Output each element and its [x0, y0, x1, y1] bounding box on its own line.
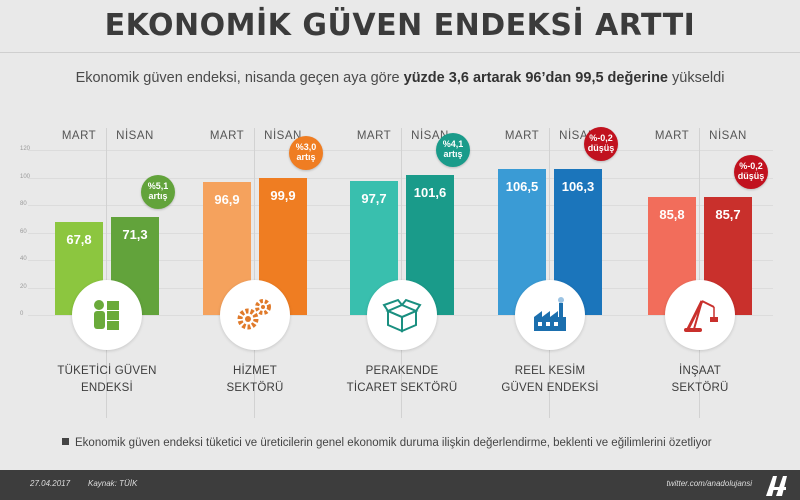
decrease-badge: %-0,2 düşüş — [734, 155, 768, 190]
sector-label-line: PERAKENDE — [365, 365, 439, 377]
sector-label-line: GÜVEN ENDEKSİ — [501, 382, 599, 394]
badge-text: artış — [148, 190, 168, 201]
month-header-nisan: NİSAN — [264, 130, 302, 142]
subtitle-bold: yüzde 3,6 artarak 96’dan 99,5 değerine — [403, 70, 668, 86]
agency-logo-icon — [766, 476, 787, 496]
badge-text: %3,0 — [295, 141, 317, 152]
sector-label-line: SEKTÖRÜ — [226, 382, 284, 394]
sector-label-line: SEKTÖRÜ — [671, 382, 729, 394]
month-header-mart: MART — [504, 130, 540, 142]
sector-label-line: TİCARET SEKTÖRÜ — [346, 382, 458, 394]
bar-value-label: 106,5 — [505, 178, 539, 194]
subtitle: Ekonomik güven endeksi, nisanda geçen ay… — [0, 70, 800, 86]
sector-label: İNŞAAT SEKTÖRÜ — [625, 363, 775, 397]
sector-label-line: HİZMET — [233, 365, 277, 377]
gridline — [28, 260, 773, 261]
footer-source: Kaynak: TÜİK — [88, 479, 138, 488]
y-tick-label: 60 — [20, 228, 27, 235]
badge-text: %4,1 — [442, 139, 464, 150]
month-separator — [401, 128, 402, 418]
badge-text: %-0,2 — [739, 161, 763, 172]
badge-text: düşüş — [737, 171, 765, 182]
bar-value-label: 101,6 — [413, 185, 447, 201]
month-header-mart: MART — [356, 130, 392, 142]
month-header-nisan: NİSAN — [116, 130, 154, 142]
crane-icon — [684, 300, 718, 332]
bar-value-label: 71,3 — [122, 226, 148, 242]
footer-bar: 27.04.2017 Kaynak: TÜİK twitter.com/anad… — [0, 470, 800, 500]
month-header-nisan: NİSAN — [709, 130, 747, 142]
factory-icon — [534, 297, 566, 331]
sector-label-line: REEL KESİM — [514, 365, 586, 377]
sector-icon-badge — [665, 280, 735, 350]
footnote: Ekonomik güven endeksi tüketici ve üreti… — [62, 437, 712, 449]
gridline — [28, 232, 773, 234]
month-header-mart: MART — [61, 130, 97, 142]
y-tick-label: 80 — [20, 201, 27, 207]
page-title: EKONOMİK GÜVEN ENDEKSİ ARTTI — [104, 8, 696, 43]
decrease-badge: %-0,2 düşüş — [584, 126, 618, 161]
y-tick-label: 40 — [20, 256, 27, 262]
title-divider — [0, 52, 800, 53]
footnote-text: Ekonomik güven endeksi tüketici ve üreti… — [75, 437, 712, 449]
badge-text: düşüş — [587, 142, 615, 153]
sector-label-line: TÜKETİCİ GÜVEN — [57, 365, 157, 377]
bullet-square — [62, 438, 69, 445]
sector-label-line: İNŞAAT — [679, 365, 721, 377]
y-tick-label: 20 — [20, 283, 27, 290]
subtitle-pre: Ekonomik güven endeksi, nisanda geçen ay… — [75, 70, 404, 86]
gears-icon — [237, 299, 271, 330]
month-separator — [254, 128, 255, 418]
badge-text: %5,1 — [147, 180, 169, 191]
bar-value-label: 106,3 — [561, 178, 595, 194]
increase-badge: %5,1 artış — [141, 174, 175, 209]
sector-icon-badge — [515, 280, 585, 350]
subtitle-post: yükseldi — [668, 70, 725, 86]
sector-label: PERAKENDE TİCARET SEKTÖRÜ — [327, 363, 477, 397]
y-tick-label: 0 — [20, 311, 24, 317]
gridline — [28, 205, 773, 206]
badge-text: artış — [296, 151, 316, 162]
sector-icon-badge — [220, 280, 290, 350]
y-tick-label: 120 — [20, 146, 31, 152]
bar-value-label: 85,8 — [659, 207, 685, 223]
month-header-mart: MART — [654, 130, 690, 142]
badge-text: %-0,2 — [589, 132, 613, 143]
month-header-mart: MART — [209, 130, 245, 142]
sector-label: HİZMET SEKTÖRÜ — [180, 363, 330, 397]
bar-value-label: 85,7 — [715, 207, 741, 223]
sector-label: TÜKETİCİ GÜVEN ENDEKSİ — [32, 363, 182, 397]
box-icon — [382, 298, 422, 333]
bar-value-label: 97,7 — [361, 190, 387, 206]
sector-icon-badge — [367, 280, 437, 350]
gridline — [28, 177, 773, 179]
sector-label: REEL KESİM GÜVEN ENDEKSİ — [475, 363, 625, 397]
consumer-icon — [94, 300, 119, 330]
sector-label-line: ENDEKSİ — [81, 382, 133, 394]
month-separator — [549, 128, 550, 418]
sector-icon-badge — [72, 280, 142, 350]
increase-badge: %3,0 artış — [289, 135, 323, 170]
month-separator — [106, 128, 107, 418]
bar-value-label: 99,9 — [270, 187, 296, 203]
increase-badge: %4,1 artış — [436, 133, 470, 168]
footer-date: 27.04.2017 — [30, 479, 71, 488]
footer-twitter[interactable]: twitter.com/anadolujansi — [666, 479, 752, 488]
badge-text: artış — [443, 149, 463, 160]
bar-value-label: 67,8 — [66, 231, 92, 247]
y-tick-label: 100 — [20, 173, 31, 180]
gridline — [28, 150, 773, 151]
bar-value-label: 96,9 — [214, 191, 240, 207]
month-separator — [699, 128, 700, 418]
